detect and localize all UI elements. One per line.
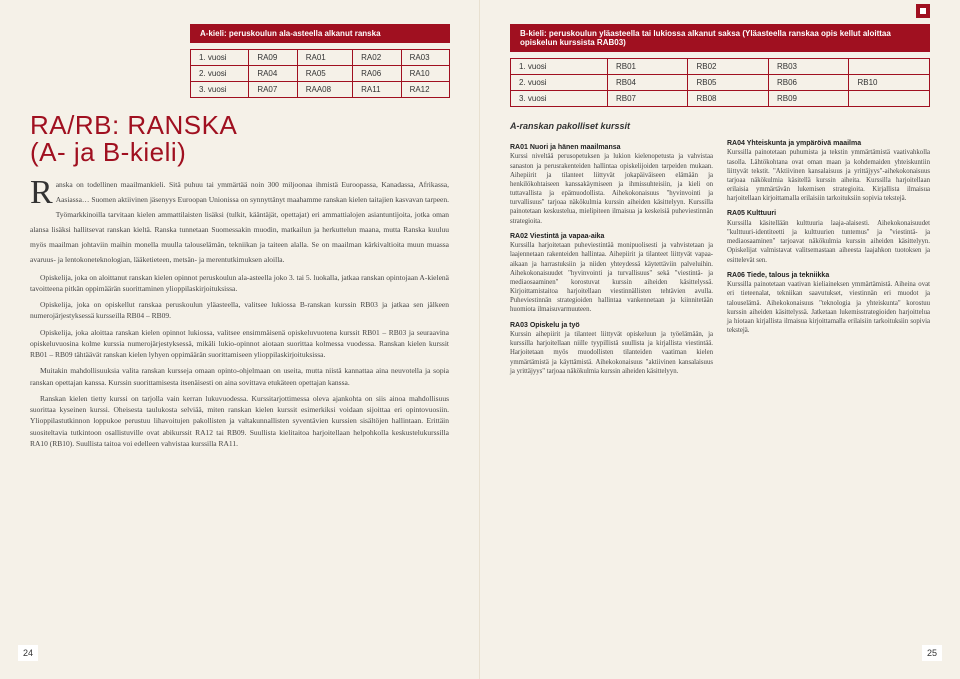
course-columns: RA01 Nuori ja hänen maailmansa Kurssi ni… xyxy=(510,139,930,376)
course-block: RA01 Nuori ja hänen maailmansa Kurssi ni… xyxy=(510,143,713,226)
course-block: RA06 Tiede, talous ja tekniikka Kurssill… xyxy=(727,271,930,335)
table-row: 2. vuosi RB04 RB05 RB06 RB10 xyxy=(511,75,930,91)
course-block: RA04 Yhteiskunta ja ympäröivä maailma Ku… xyxy=(727,139,930,203)
table-row: 3. vuosi RA07 RAA08 RA11 RA12 xyxy=(191,82,450,98)
table-a-header: A-kieli: peruskoulun ala-asteella alkanu… xyxy=(190,24,450,43)
table-b-header: B-kieli: peruskoulun yläasteella tai luk… xyxy=(510,24,930,52)
dropcap: R xyxy=(30,179,53,208)
course-block: RA05 Kulttuuri Kurssilla käsitellään kul… xyxy=(727,209,930,264)
table-a: 1. vuosi RA09 RA01 RA02 RA03 2. vuosi RA… xyxy=(190,49,450,98)
table-row: 2. vuosi RA04 RA05 RA06 RA10 xyxy=(191,66,450,82)
table-row: 3. vuosi RB07 RB08 RB09 xyxy=(511,91,930,107)
page-number: 25 xyxy=(922,645,942,661)
table-b: 1. vuosi RB01 RB02 RB03 2. vuosi RB04 RB… xyxy=(510,58,930,107)
section-heading: A-ranskan pakolliset kurssit xyxy=(510,121,930,131)
body-text: Ranska on todellinen maailmankieli. Sitä… xyxy=(30,177,449,450)
table-row: 1. vuosi RB01 RB02 RB03 xyxy=(511,59,930,75)
right-page: B-kieli: peruskoulun yläasteella tai luk… xyxy=(480,0,960,679)
marker-icon xyxy=(916,4,930,18)
page-title: RA/RB: RANSKA (A- ja B-kieli) xyxy=(30,112,449,167)
left-page: A-kieli: peruskoulun ala-asteella alkanu… xyxy=(0,0,480,679)
table-row: 1. vuosi RA09 RA01 RA02 RA03 xyxy=(191,50,450,66)
course-block: RA03 Opiskelu ja työ Kurssin aihepiirit … xyxy=(510,321,713,376)
course-block: RA02 Viestintä ja vapaa-aika Kurssilla h… xyxy=(510,232,713,315)
page-number: 24 xyxy=(18,645,38,661)
